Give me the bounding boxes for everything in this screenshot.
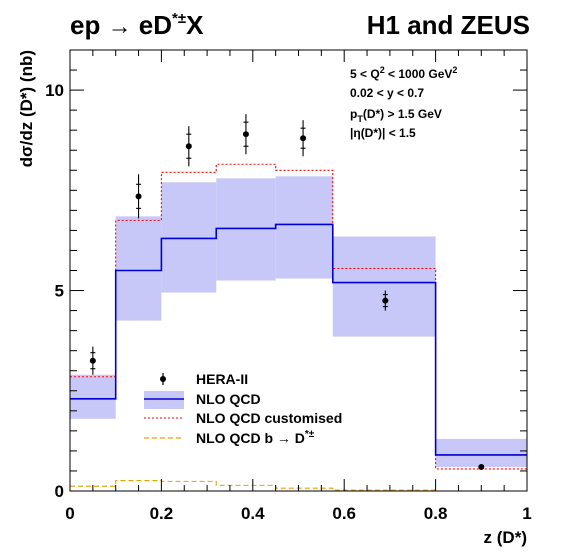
legend-item-nlo-custom: NLO QCD customised	[144, 410, 342, 426]
y-axis-label: dσ/dz (D*) (nb)	[17, 50, 36, 167]
nlo-uncertainty-band	[70, 176, 527, 467]
band-bin	[216, 178, 276, 281]
data-point	[135, 193, 142, 200]
data-point	[89, 357, 96, 364]
legend-nlo-b-label: NLO QCD b → D*±	[196, 429, 315, 446]
y-tick-label: 5	[55, 282, 64, 301]
kinematic-cuts: 5 < Q2 < 1000 GeV2 0.02 < y < 0.7 pT(D*)…	[350, 65, 457, 140]
x-tick-label: 0.2	[150, 504, 174, 523]
legend-item-nlo: NLO QCD	[144, 391, 261, 409]
band-bin	[332, 236, 436, 337]
band-bin	[435, 438, 527, 467]
y-tick-label: 0	[55, 482, 64, 501]
band-bin	[161, 182, 217, 293]
x-tick-label: 0.4	[241, 504, 265, 523]
nlo-qcd-b-step	[70, 480, 527, 492]
x-axis-label: z (D*)	[484, 528, 527, 547]
data-point	[185, 143, 192, 150]
legend-hera-marker	[160, 376, 166, 382]
legend-item-hera: HERA-II	[160, 371, 248, 387]
data-point	[242, 131, 249, 138]
data-point	[478, 463, 485, 470]
y-tick-label: 10	[45, 81, 64, 100]
x-tick-label: 0.6	[332, 504, 356, 523]
cut-y: 0.02 < y < 0.7	[350, 86, 424, 100]
histogram-lines	[70, 163, 527, 492]
cut-q2: 5 < Q2 < 1000 GeV2	[350, 65, 457, 81]
legend: HERA-II NLO QCD NLO QCD customised NLO Q…	[144, 371, 342, 446]
band-bin	[275, 176, 333, 279]
cut-eta: |η(D*)| < 1.5	[350, 126, 416, 140]
x-tick-label: 0.8	[424, 504, 448, 523]
legend-nlo-custom-label: NLO QCD customised	[196, 410, 342, 426]
x-tick-label: 1	[522, 504, 531, 523]
nlo-qcd-step	[70, 223, 527, 456]
data-point	[382, 297, 389, 304]
title-right: H1 and ZEUS	[367, 10, 530, 40]
cut-pt: pT(D*) > 1.5 GeV	[350, 107, 442, 124]
legend-item-nlo-b: NLO QCD b → D*±	[144, 429, 315, 446]
nlo-qcd-customised-step	[70, 163, 527, 470]
legend-nlo-label: NLO QCD	[196, 391, 261, 407]
band-bin	[115, 216, 162, 321]
title-left: ep → eD*±X	[70, 10, 204, 40]
band-bin	[70, 374, 116, 419]
legend-hera-label: HERA-II	[196, 371, 248, 387]
data-points	[89, 114, 485, 470]
legend-nlo-band	[144, 391, 184, 409]
x-tick-label: 0	[65, 504, 74, 523]
data-point	[300, 135, 307, 142]
